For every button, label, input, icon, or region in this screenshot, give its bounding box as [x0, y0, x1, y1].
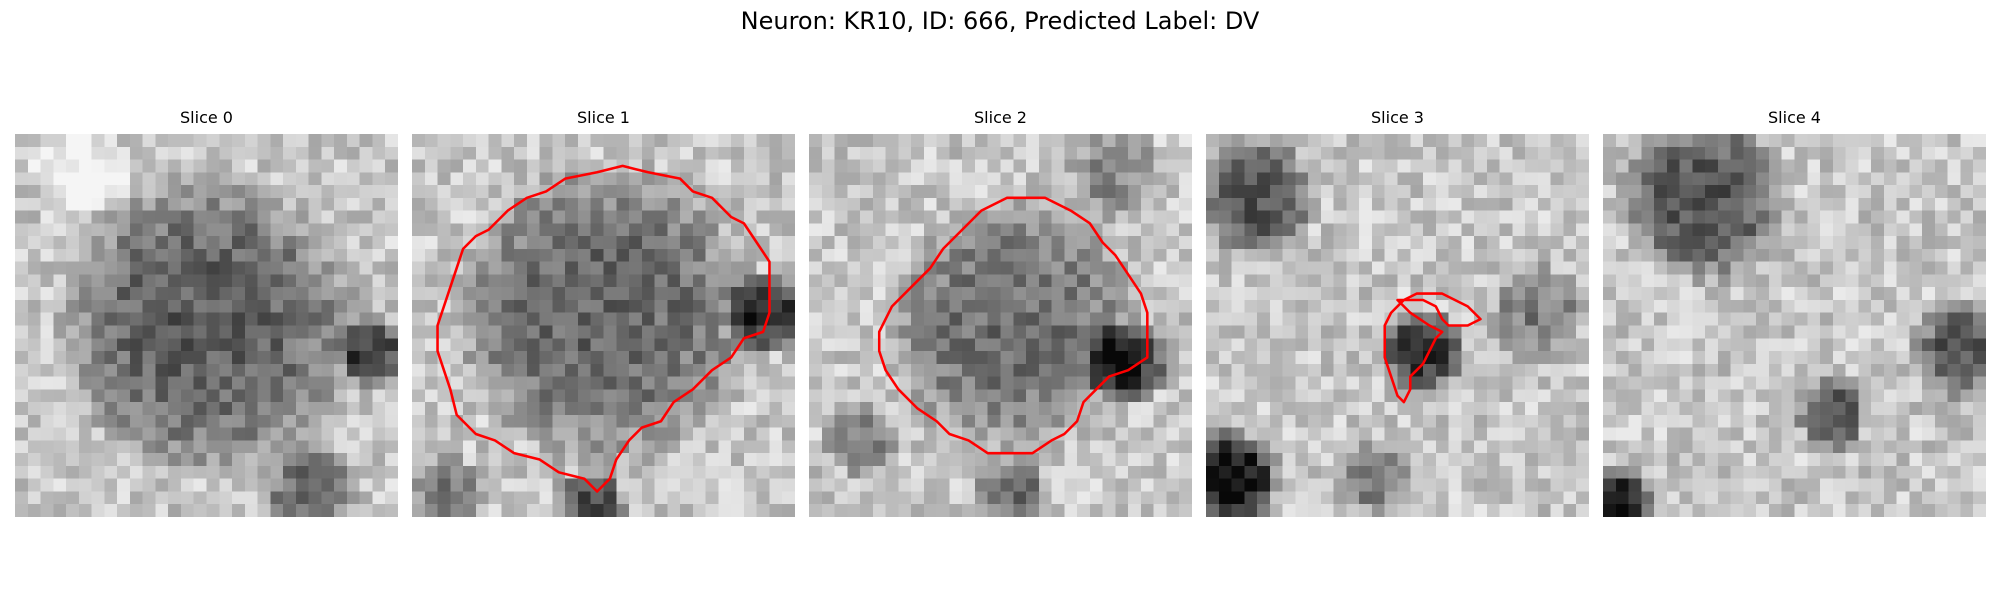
segmentation-contour: [1383, 292, 1482, 404]
slice-panel-1: Slice 1: [412, 108, 795, 518]
figure-title: Neuron: KR10, ID: 666, Predicted Label: …: [740, 7, 1260, 35]
segmentation-contour: [436, 164, 771, 493]
slice-title: Slice 1: [577, 108, 630, 127]
slice-title: Slice 0: [180, 108, 233, 127]
slice-image: [15, 134, 398, 517]
slice-image: [1603, 134, 1986, 517]
slice-image: [412, 134, 795, 517]
slice-panel-0: Slice 0: [15, 108, 398, 518]
slice-panel-3: Slice 3: [1206, 108, 1589, 518]
slice-title: Slice 4: [1768, 108, 1821, 127]
slice-title: Slice 3: [1371, 108, 1424, 127]
slice-image: [1206, 134, 1589, 517]
slice-title: Slice 2: [974, 108, 1027, 127]
segmentation-contour: [877, 196, 1149, 455]
slice-image: [809, 134, 1192, 517]
slice-panel-2: Slice 2: [809, 108, 1192, 518]
slice-panel-4: Slice 4: [1603, 108, 1986, 518]
